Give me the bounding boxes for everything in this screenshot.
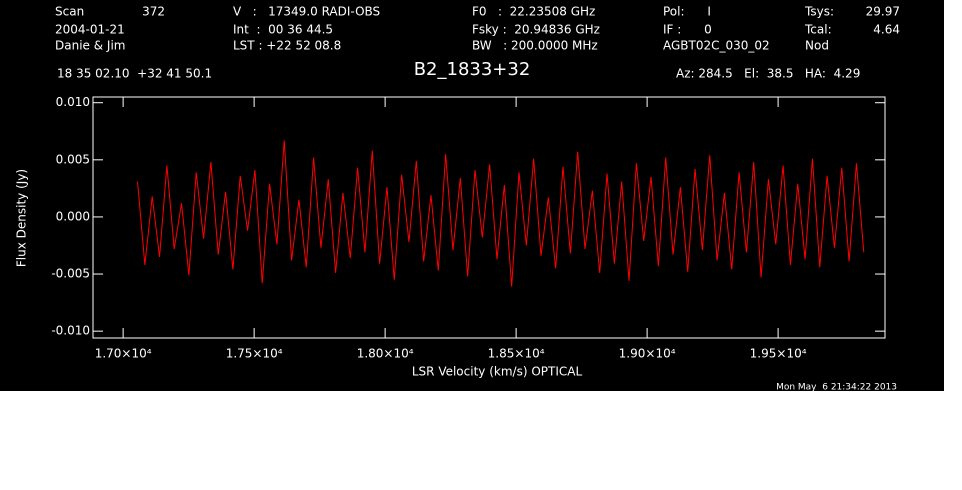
annotation: 18 35 02.10 +32 41 50.1 bbox=[57, 67, 212, 81]
annotation: Mon May 6 21:34:22 2013 bbox=[776, 383, 897, 393]
x-tick-label: 1.80×10⁴ bbox=[357, 347, 414, 361]
chart-title: B2_1833+32 bbox=[414, 59, 531, 80]
annotation: Az: 284.5 El: 38.5 HA: 4.29 bbox=[676, 67, 860, 81]
x-tick-label: 1.75×10⁴ bbox=[226, 347, 283, 361]
annotation: AGBT02C_030_02 bbox=[663, 39, 770, 53]
annotation: 2004-01-21 bbox=[55, 23, 125, 37]
y-tick-label: -0.010 bbox=[51, 324, 90, 338]
annotation: Scan bbox=[55, 5, 84, 19]
annotation: F0 : 22.23508 GHz bbox=[472, 5, 595, 19]
spectrum-line bbox=[137, 140, 865, 287]
annotation: Danie & Jim bbox=[55, 39, 125, 53]
annotation: 4.64 bbox=[873, 23, 900, 37]
x-tick-label: 1.70×10⁴ bbox=[95, 347, 152, 361]
annotation: Fsky : 20.94836 GHz bbox=[472, 23, 600, 37]
x-tick-label: 1.95×10⁴ bbox=[750, 347, 807, 361]
plot-background bbox=[0, 0, 944, 391]
x-tick-label: 1.85×10⁴ bbox=[488, 347, 545, 361]
annotation: 372 bbox=[142, 5, 165, 19]
x-axis-label: LSR Velocity (km/s) OPTICAL bbox=[412, 365, 583, 379]
annotation: Pol: I bbox=[663, 5, 711, 19]
annotation: 29.97 bbox=[866, 5, 900, 19]
annotation: Int : 00 36 44.5 bbox=[233, 23, 333, 37]
annotation: V : 17349.0 RADI-OBS bbox=[233, 5, 380, 19]
x-tick-label: 1.90×10⁴ bbox=[619, 347, 676, 361]
y-tick-label: -0.005 bbox=[51, 267, 90, 281]
y-tick-label: 0.005 bbox=[56, 152, 90, 166]
plot-frame bbox=[92, 96, 886, 339]
annotation: IF : 0 bbox=[663, 23, 712, 37]
annotation: BW : 200.0000 MHz bbox=[472, 39, 598, 53]
y-tick-label: 0.000 bbox=[56, 209, 90, 223]
y-axis-label: Flux Density (Jy) bbox=[15, 169, 29, 267]
annotation: Tcal: bbox=[804, 23, 832, 37]
annotation: Nod bbox=[805, 39, 829, 53]
y-tick-label: 0.010 bbox=[56, 95, 90, 109]
annotation: LST : +22 52 08.8 bbox=[233, 39, 341, 53]
annotation: Tsys: bbox=[804, 5, 834, 19]
